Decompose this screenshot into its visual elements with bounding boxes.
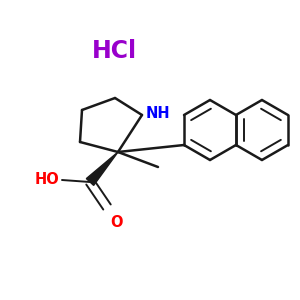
Text: HO: HO: [34, 172, 59, 188]
Text: O: O: [110, 215, 122, 230]
Text: NH: NH: [146, 106, 171, 121]
Text: HCl: HCl: [92, 39, 136, 63]
Polygon shape: [86, 152, 118, 185]
